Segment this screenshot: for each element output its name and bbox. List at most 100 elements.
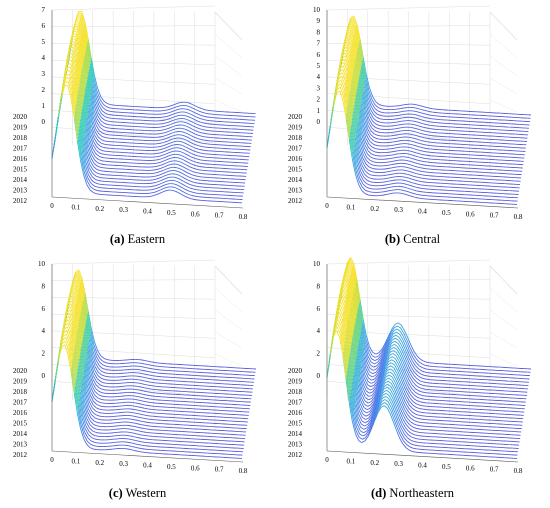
surface-line <box>91 87 97 101</box>
surface-line <box>96 146 101 150</box>
surface-line <box>147 367 151 369</box>
surface-line <box>54 116 59 140</box>
surface-line <box>187 158 191 161</box>
surface-line <box>418 197 423 200</box>
surface-line <box>82 146 87 162</box>
surface-line <box>378 107 382 110</box>
surface-line <box>72 83 77 104</box>
surface-line <box>157 167 161 170</box>
surface-line <box>407 146 411 149</box>
surface-line <box>367 150 372 155</box>
surface-line <box>195 171 199 174</box>
z-tick-label: 0 <box>317 118 321 126</box>
surface-line <box>131 405 135 407</box>
surface-line <box>138 382 142 385</box>
surface-line <box>143 370 147 372</box>
surface-line <box>428 134 432 137</box>
surface-line <box>368 166 373 169</box>
surface-line <box>166 127 171 130</box>
surface-line <box>81 385 86 402</box>
surface-line <box>95 175 100 178</box>
surface-line <box>342 46 347 51</box>
surface-line <box>419 108 423 111</box>
year-tick-label: 2016 <box>13 155 28 163</box>
surface-line <box>372 146 376 150</box>
surface-line <box>80 388 85 405</box>
surface-line <box>394 147 398 149</box>
surface-line <box>418 156 423 159</box>
surface-line <box>100 142 105 145</box>
surface-line <box>424 137 429 139</box>
surface-line <box>353 68 358 90</box>
surface-line <box>105 372 109 374</box>
surface-line <box>420 122 425 125</box>
surface-line <box>375 104 379 109</box>
surface-line <box>374 151 379 153</box>
surface-line <box>416 124 421 127</box>
surface-line <box>198 128 203 130</box>
surface-line <box>70 97 75 118</box>
z-tick-label: 6 <box>42 22 46 30</box>
surface-line <box>182 148 186 151</box>
surface-line <box>108 117 112 119</box>
surface-line <box>364 170 369 175</box>
year-tick-label: 2013 <box>288 187 303 195</box>
surface-chart: 0246810201220132014201520162017201820192… <box>13 259 257 475</box>
surface-line <box>195 168 200 171</box>
surface-line <box>129 415 134 417</box>
surface-line <box>422 133 426 136</box>
surface-line <box>100 398 105 401</box>
surface-line <box>410 143 415 146</box>
z-tick-label: 7 <box>42 6 46 14</box>
surface-line <box>62 77 67 91</box>
surface-line <box>85 50 90 72</box>
surface-line <box>413 189 417 192</box>
surface-line <box>166 108 171 111</box>
surface-line <box>181 154 185 158</box>
surface-line <box>200 114 205 117</box>
x-axis <box>51 196 244 209</box>
surface-line <box>417 118 422 121</box>
x-tick-label: 0.4 <box>418 208 427 216</box>
surface-line <box>77 93 82 117</box>
surface-line <box>175 127 180 130</box>
surface-line <box>420 167 424 169</box>
x-axis <box>326 196 519 209</box>
surface-line <box>128 425 132 427</box>
surface-line <box>89 369 94 380</box>
surface-line <box>393 153 397 156</box>
surface-line <box>160 188 164 191</box>
surface-line <box>99 170 104 172</box>
surface-line <box>346 71 351 90</box>
surface-line <box>159 173 163 176</box>
surface-line <box>194 157 198 160</box>
surface-line <box>93 81 98 95</box>
surface-line <box>348 34 353 44</box>
surface-line <box>140 410 144 412</box>
surface-line <box>137 409 141 412</box>
surface-line <box>343 43 348 48</box>
surface-line <box>84 21 89 40</box>
z-tick-label: 3 <box>42 70 46 78</box>
surface-line <box>182 190 186 194</box>
surface-line <box>180 134 185 137</box>
surface-line <box>146 391 151 393</box>
surface-line <box>139 440 143 443</box>
surface-line <box>66 326 71 336</box>
surface-line <box>347 68 352 87</box>
surface-line <box>103 126 107 129</box>
surface-line <box>428 114 432 116</box>
surface-line <box>162 153 167 156</box>
surface-line <box>76 275 81 284</box>
surface-line <box>363 85 368 101</box>
surface-line <box>67 81 72 95</box>
surface-line <box>355 57 360 79</box>
surface-line <box>89 131 95 142</box>
surface-line <box>84 366 89 383</box>
surface-line <box>156 155 160 158</box>
surface-line <box>175 190 179 194</box>
surface-line <box>342 96 347 114</box>
surface-line <box>369 87 374 97</box>
surface-line <box>175 170 179 173</box>
surface-line <box>410 164 415 167</box>
